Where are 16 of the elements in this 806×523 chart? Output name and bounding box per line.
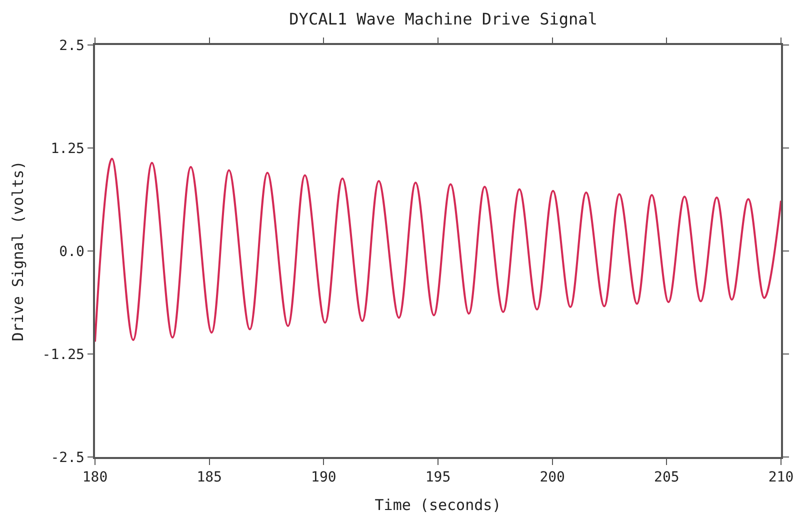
y-tick-label: 1.25	[50, 140, 84, 157]
x-tick-label: 210	[768, 470, 794, 486]
x-tick-label: 180	[82, 470, 108, 486]
x-tick-label: 190	[311, 470, 336, 486]
y-tick-label: 0.0	[59, 244, 84, 260]
x-tick-label: 200	[540, 470, 565, 486]
x-tick-label: 185	[196, 470, 222, 486]
y-tick-label: -1.25	[42, 346, 84, 363]
y-tick-label: -2.5	[50, 450, 84, 466]
x-tick-label: 195	[425, 470, 451, 486]
x-tick-label: 205	[654, 470, 680, 486]
y-axis-title: Drive Signal (volts)	[9, 160, 28, 342]
chart-title: DYCAL1 Wave Machine Drive Signal	[289, 9, 598, 28]
x-axis-title: Time (seconds)	[374, 496, 502, 514]
y-tick-label: 2.5	[59, 38, 84, 54]
line-series	[95, 158, 781, 343]
